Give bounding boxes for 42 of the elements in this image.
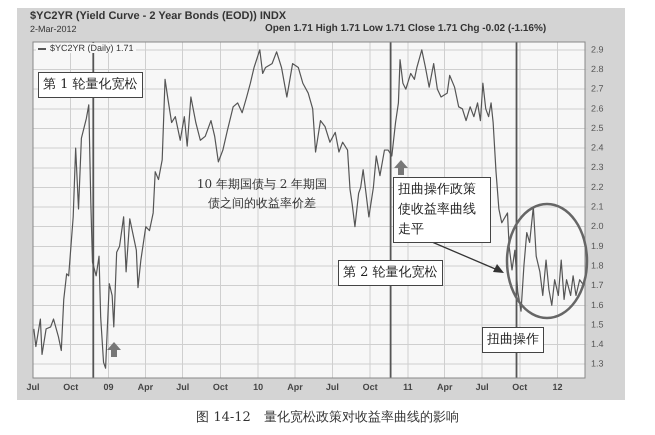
x-tick-label: Oct — [512, 382, 528, 392]
y-tick-label: 1.8 — [591, 260, 604, 270]
y-tick-label: 2.4 — [591, 142, 604, 153]
y-tick-label: 2.3 — [591, 162, 604, 172]
chart-subtitle: 2-Mar-2012 — [30, 24, 77, 34]
x-tick-label: Oct — [362, 382, 378, 392]
x-tick-label: Apr — [287, 382, 304, 392]
x-tick-label: Oct — [63, 382, 78, 392]
y-tick-label: 2.6 — [591, 103, 604, 114]
x-tick-label: 10 — [253, 382, 264, 392]
x-tick-label: Jul — [26, 382, 40, 392]
chart-title: $YC2YR (Yield Curve - 2 Year Bonds (EOD)) INDX — [30, 10, 286, 22]
x-tick-label: Oct — [212, 382, 228, 392]
text: Open 1.71 High 1.71 Low 1.71 Close 1.71 Chg -0.02 (-1.16%) — [265, 23, 546, 34]
x-tick-label: 09 — [103, 382, 114, 392]
x-tick-label: 11 — [403, 382, 413, 392]
y-tick-label: 1.9 — [591, 240, 604, 251]
y-tick-label: 2.0 — [591, 221, 604, 232]
x-tick-label: Apr — [138, 382, 154, 392]
y-tick-label: 2.5 — [591, 122, 604, 133]
x-tick-label: Jul — [476, 382, 489, 392]
y-tick-label: 1.4 — [591, 339, 604, 350]
y-tick-label: 2.2 — [591, 182, 604, 192]
x-tick-label: Jul — [326, 382, 339, 392]
annotation: 扭曲操作 — [482, 327, 544, 353]
x-tick-label: Apr — [436, 382, 453, 392]
y-tick-label: 2.9 — [591, 44, 604, 54]
y-tick-label: 1.5 — [591, 319, 604, 330]
caption: 图 14-12 量化宽松政策对收益率曲线的影响 — [195, 409, 460, 426]
y-tick-label: 2.7 — [591, 84, 604, 94]
y-tick-label: 2.8 — [591, 64, 604, 74]
y-tick-label: 2.1 — [591, 202, 604, 212]
legend-label: $YC2YR (Daily) 1.71 — [50, 43, 134, 53]
x-tick-label: 12 — [552, 382, 563, 392]
annotation: 第 2 轮量化宽松 — [338, 260, 443, 286]
annotation: 10 年期国债与 2 年期国债之间的收益率价差 — [196, 176, 328, 212]
annotation: 第 1 轮量化宽松 — [38, 72, 143, 98]
y-tick-label: 1.6 — [591, 300, 604, 310]
y-tick-label: 1.7 — [591, 280, 604, 290]
x-tick-label: Jul — [176, 382, 190, 392]
annotation: 扭曲操作政策使收益率曲线走平 — [393, 177, 491, 243]
y-tick-label: 1.3 — [591, 358, 604, 369]
